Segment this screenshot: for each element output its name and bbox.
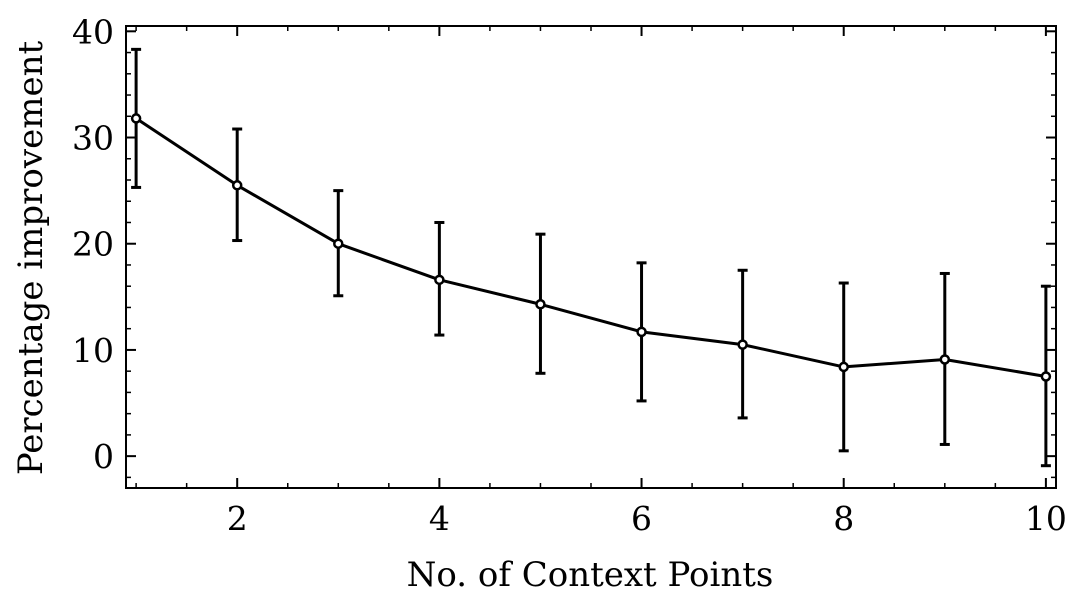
- x-tick-label: 8: [833, 499, 854, 538]
- data-point: [1040, 371, 1052, 382]
- x-tick-label: 10: [1025, 499, 1067, 538]
- y-tick-label: 20: [72, 225, 114, 264]
- x-axis-title: No. of Context Points: [407, 555, 774, 595]
- data-point: [130, 113, 142, 124]
- series-line: [135, 117, 1047, 378]
- data-point: [333, 238, 344, 249]
- axis-ticks: 2 4 6 8 10 0 10 20 30 40: [72, 12, 1067, 538]
- data-series: [130, 47, 1052, 468]
- data-point: [535, 299, 546, 310]
- data-point: [737, 339, 748, 350]
- data-point: [636, 326, 647, 338]
- plot-frame: [125, 25, 1057, 489]
- data-point: [939, 354, 951, 365]
- x-tick-label: 4: [429, 499, 450, 538]
- data-point: [434, 274, 445, 286]
- x-tick-label: 2: [227, 499, 248, 538]
- data-point: [231, 180, 243, 191]
- y-tick-label: 30: [72, 119, 114, 158]
- y-tick-label: 0: [93, 437, 114, 476]
- y-axis-title: Percentage improvement: [11, 41, 51, 476]
- y-tick-label: 10: [72, 331, 114, 370]
- x-tick-label: 6: [631, 499, 652, 538]
- plot-area: [125, 25, 1057, 489]
- data-point: [838, 361, 849, 373]
- y-tick-label: 40: [72, 12, 114, 51]
